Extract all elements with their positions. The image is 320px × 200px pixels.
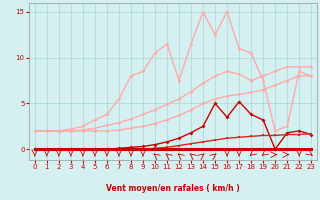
- X-axis label: Vent moyen/en rafales ( km/h ): Vent moyen/en rafales ( km/h ): [106, 184, 240, 193]
